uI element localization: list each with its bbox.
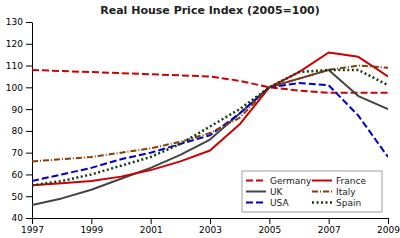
tick-label: 2003: [199, 225, 222, 235]
tick-mark: [26, 218, 32, 219]
tick-label: 70: [12, 148, 24, 158]
legend-swatch: [312, 180, 332, 182]
tick: 1999: [80, 218, 103, 235]
y-axis: 40 50 60 70 80 90 100 110 120 130: [6, 17, 33, 223]
tick: 2009: [377, 218, 400, 235]
tick-label: 2001: [140, 225, 163, 235]
series-line: [32, 70, 388, 185]
tick-mark: [269, 218, 270, 224]
tick-mark: [26, 153, 32, 154]
tick-mark: [329, 218, 330, 224]
legend-item: France: [312, 176, 366, 186]
tick: 1997: [21, 218, 44, 235]
legend-swatch: [312, 201, 332, 204]
tick-mark: [26, 196, 32, 197]
tick: 50: [12, 192, 32, 202]
tick-mark: [388, 218, 389, 224]
tick-label: 80: [12, 126, 24, 136]
legend-label: USA: [270, 198, 289, 208]
tick-label: 2005: [258, 225, 281, 235]
tick-label: 40: [12, 213, 24, 223]
title: Real House Price Index (2005=100): [100, 4, 319, 17]
tick-mark: [26, 174, 32, 175]
tick: 90: [12, 104, 32, 114]
legend-label: France: [336, 176, 366, 186]
tick-mark: [91, 218, 92, 224]
legend-item: UK: [246, 187, 284, 197]
tick: 2005: [258, 218, 281, 235]
tick-label: 120: [6, 39, 23, 49]
legend-item: Italy: [312, 187, 356, 197]
tick: 70: [12, 148, 32, 158]
tick: 110: [6, 61, 32, 71]
tick-label: 110: [6, 61, 23, 71]
legend-swatch: [312, 191, 332, 193]
series-line: [32, 70, 388, 93]
series-line: [32, 52, 388, 185]
tick-mark: [26, 22, 32, 23]
tick-label: 1999: [80, 225, 103, 235]
legend-item: Germany: [246, 176, 312, 186]
tick: 130: [6, 17, 32, 27]
legend-label: Germany: [270, 176, 312, 186]
legend-box: [242, 171, 382, 212]
tick: 100: [6, 83, 32, 93]
tick: 120: [6, 39, 32, 49]
legend-label: Spain: [336, 198, 361, 208]
tick-mark: [26, 66, 32, 67]
legend-item: Spain: [312, 198, 361, 208]
tick: 2003: [199, 218, 222, 235]
chart: 1997 1999 2001 2003 2005 2007 2009 40 50 60 70 80 90…: [0, 0, 400, 238]
tick-mark: [32, 218, 33, 224]
tick: 60: [12, 170, 32, 180]
tick-mark: [26, 131, 32, 132]
tick-label: 1997: [21, 225, 44, 235]
tick: 2007: [318, 218, 341, 235]
tick-label: 90: [12, 104, 24, 114]
x-axis: 1997 1999 2001 2003 2005 2007 2009: [21, 218, 400, 235]
axis-line: [32, 23, 33, 219]
tick-mark: [26, 109, 32, 110]
tick-mark: [26, 87, 32, 88]
tick-label: 130: [6, 17, 23, 27]
tick-label: 60: [12, 170, 24, 180]
legend-swatch: [246, 180, 266, 182]
legend-swatch: [246, 202, 266, 204]
tick-label: 50: [12, 192, 24, 202]
legend-label: Italy: [336, 187, 356, 197]
tick-label: 2009: [377, 225, 400, 235]
tick: 80: [12, 126, 32, 136]
tick: 40: [12, 213, 32, 223]
legend-item: USA: [246, 198, 289, 208]
tick: 2001: [140, 218, 163, 235]
tick-mark: [151, 218, 152, 224]
legend: GermanyUKUSA FranceItalySpain: [242, 171, 382, 212]
legend-swatch: [246, 191, 266, 193]
tick-mark: [26, 44, 32, 45]
tick-label: 100: [6, 83, 23, 93]
series-line: [32, 66, 388, 162]
tick-label: 2007: [318, 225, 341, 235]
legend-label: UK: [270, 187, 284, 197]
tick-mark: [210, 218, 211, 224]
